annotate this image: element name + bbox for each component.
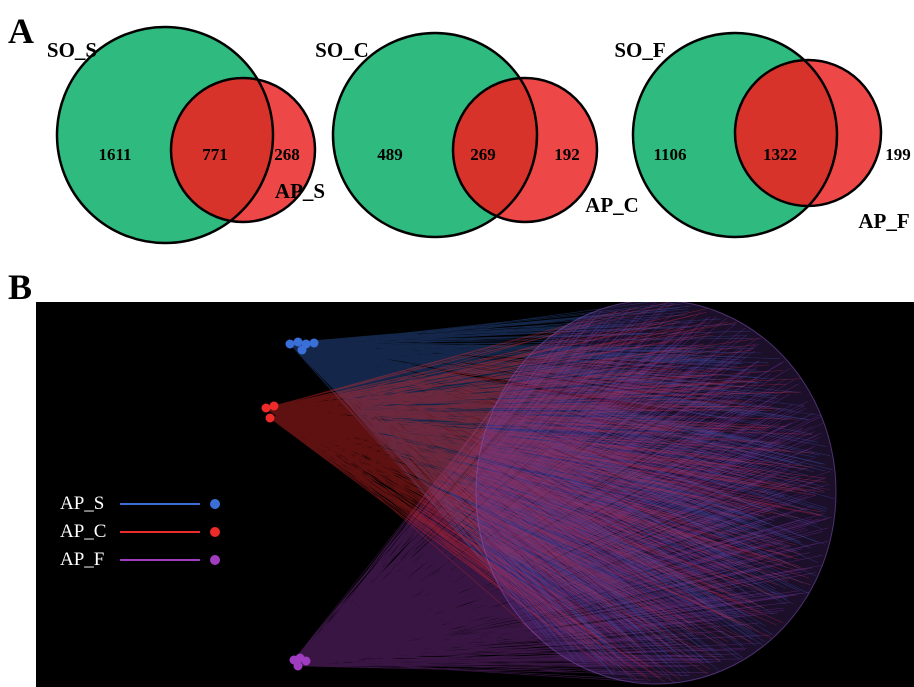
overlap-count: 771 [202,145,228,164]
edges-c [265,302,830,684]
network-panel: AP_S AP_C AP_F [36,302,914,687]
hub-node-s [285,339,295,349]
ap-only-count: 192 [554,145,580,164]
hub-nodes [261,337,319,671]
venn-diagram-so-c: SO_C AP_C 489 269 192 [315,31,639,239]
venn-diagrams: SO_S AP_S 1611 771 268 SO_C AP_C 489 269 192 SO_F A… [47,25,911,245]
panel-b-letter: B [8,267,33,307]
overlap-region [453,78,537,222]
overlap-count: 269 [470,145,496,164]
panel-a-letter: A [8,11,34,51]
hub-node-s [297,345,307,355]
target-node-cloud [475,302,837,685]
network-graph [261,302,837,685]
legend-label: AP_S [60,493,105,514]
hub-node-s [309,338,319,348]
overlap-count: 1322 [763,145,797,164]
ap-outline [733,58,883,208]
hub-node-f [301,656,311,666]
legend-item-ap-f: AP_F [60,546,220,574]
ap-set-label: AP_F [858,209,909,233]
legend-item-ap-s: AP_S [60,490,220,518]
so-outline [631,31,839,239]
edges-f [293,302,832,683]
hub-node-c [261,403,271,413]
network-edges [265,302,835,684]
overlap-region [735,60,837,206]
so-set-label: SO_F [614,38,665,62]
legend-dot [210,555,220,565]
hub-node-f [293,661,303,671]
legend-line [120,531,200,533]
ap-set-label: AP_S [275,179,325,203]
so-only-count: 1106 [653,145,686,164]
hub-node-c [269,401,279,411]
legend-label: AP_C [60,521,107,542]
ap-only-count: 199 [885,145,911,164]
legend-label: AP_F [60,549,105,570]
legend-dot [210,527,220,537]
legend-line [120,503,200,505]
ap-only-count: 268 [274,145,300,164]
legend-item-ap-c: AP_C [60,518,220,546]
network-legend: AP_S AP_C AP_F [60,490,220,574]
so-outline [331,31,539,239]
legend-line [120,559,200,561]
hub-node-s [293,337,303,347]
venn-diagram-so-s: SO_S AP_S 1611 771 268 [47,25,325,245]
legend-dot [210,499,220,509]
so-set-label: SO_C [315,38,369,62]
edges-s [289,302,835,680]
hub-node-c [265,413,275,423]
ap-outline [451,76,599,224]
so-outline [55,25,275,245]
so-only-count: 489 [377,145,403,164]
ap-outline [169,76,317,224]
so-set-label: SO_S [47,38,97,62]
so-only-count: 1611 [98,145,131,164]
overlap-region [171,78,273,222]
ap-set-label: AP_C [585,193,639,217]
venn-diagram-so-f: SO_F AP_F 1106 1322 199 [614,31,911,239]
